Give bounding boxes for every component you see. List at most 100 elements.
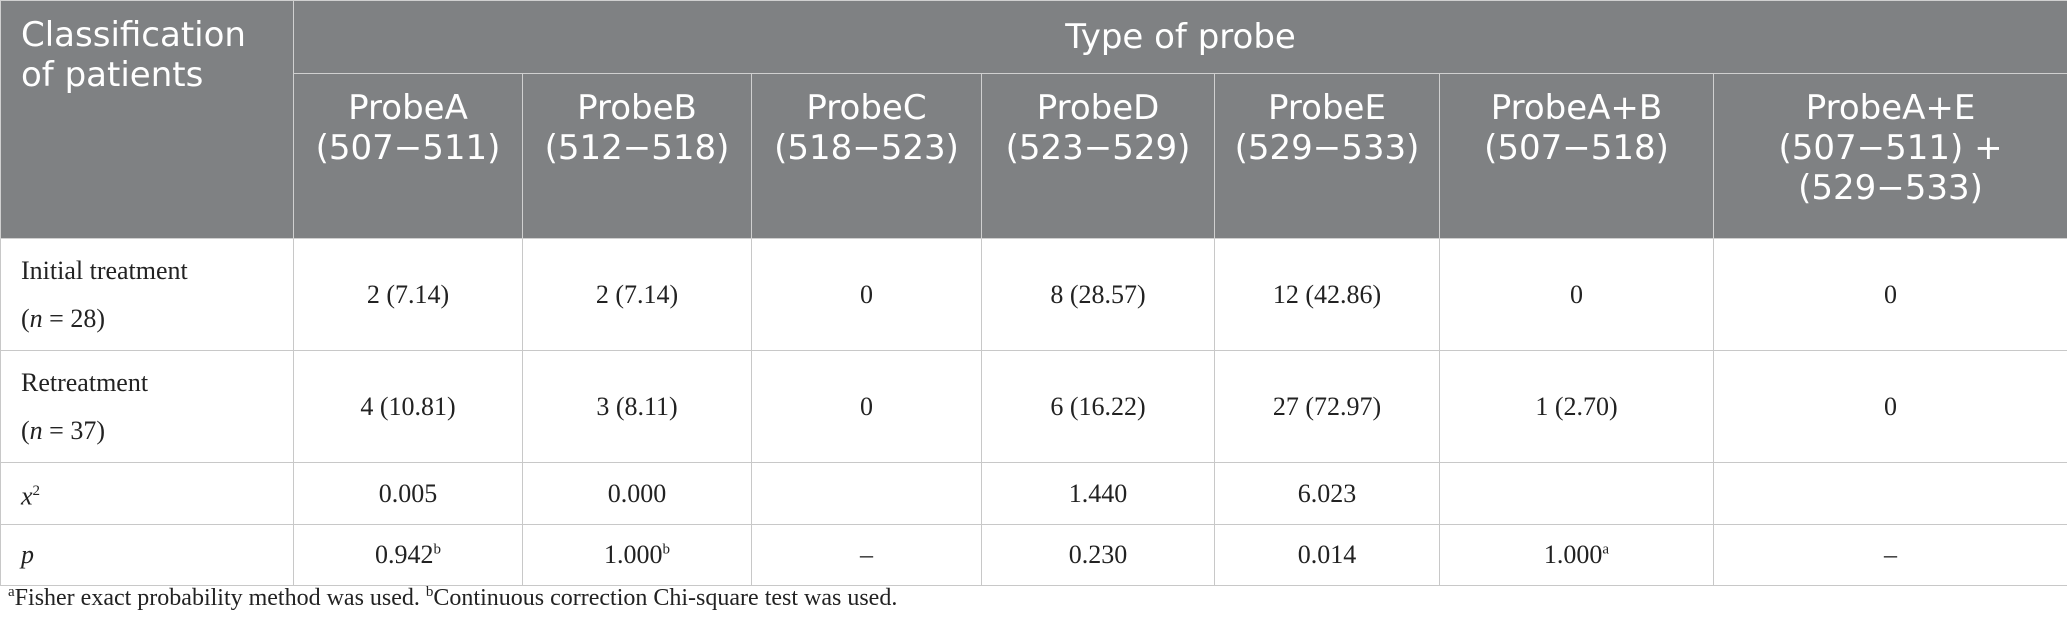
probe-range: (507−511) + (529−533) — [1778, 128, 2003, 208]
table-head: Classification of patients Type of probe… — [0, 0, 2067, 239]
table-cell: – — [1712, 524, 2067, 586]
cell-value: 0.942 — [375, 540, 434, 569]
table-cell: 0 — [751, 350, 982, 463]
cell-value: – — [1884, 540, 1898, 569]
table-cell: 0.000 — [522, 462, 752, 525]
cell-value: 0.014 — [1297, 540, 1357, 569]
table-cell: 2 (7.14) — [522, 238, 752, 351]
cell-value: 0 — [1884, 391, 1898, 421]
cell-value: 27 (72.97) — [1272, 391, 1382, 421]
cell-note: b — [433, 541, 442, 558]
table-cell: 0.230 — [981, 524, 1215, 586]
cell-value: 2 (7.14) — [595, 279, 679, 309]
row-label: p — [0, 524, 294, 586]
cell-value: 0 — [1884, 279, 1898, 309]
probe-range: (507−518) — [1484, 128, 1669, 168]
probe-range: (523−529) — [1005, 128, 1191, 168]
table-row: Retreatment (n = 37) 4 (10.81) 3 (8.11) 0 6 (… — [0, 350, 2067, 463]
row-label-text: p — [21, 540, 34, 569]
cell-value: 3 (8.11) — [596, 391, 678, 421]
table-cell: 0 — [1712, 238, 2067, 351]
row-label-text: x — [21, 481, 33, 511]
table-cell: 2 (7.14) — [293, 238, 523, 351]
cell-value: 6.023 — [1297, 478, 1357, 508]
row-count-part: ( — [21, 303, 30, 333]
footnote-mark: a — [8, 584, 15, 600]
column-header: ProbeB (512−518) — [522, 73, 752, 239]
table-cell: 1.000a — [1439, 524, 1714, 586]
cell-value: 0.230 — [1068, 540, 1128, 569]
probe-range: (529−533) — [1234, 128, 1420, 168]
cell-value: 6 (16.22) — [1050, 391, 1146, 421]
footnote-text: Continuous correction Chi-square test wa… — [433, 585, 898, 611]
table-cell: – — [751, 524, 982, 586]
cell-value: 0.005 — [378, 478, 438, 508]
cell-value: 1 (2.70) — [1535, 391, 1618, 421]
column-header: ProbeA+B (507−518) — [1439, 73, 1714, 239]
table-cell — [1439, 462, 1714, 525]
table-cell: 3 (8.11) — [522, 350, 752, 463]
row-label-text: Retreatment — [21, 367, 149, 397]
row-label: Retreatment (n = 37) — [0, 350, 294, 463]
footnote-text: Fisher exact probability method was used… — [14, 585, 426, 611]
cell-value: 1.000 — [604, 540, 663, 569]
table-cell — [751, 462, 982, 525]
cell-value: 1.000 — [1543, 540, 1603, 569]
cell-value: 8 (28.57) — [1050, 279, 1146, 309]
corner-header: Classification of patients — [0, 0, 294, 239]
table-cell: 0 — [1712, 350, 2067, 463]
cell-value: 0.000 — [607, 478, 667, 508]
table-cell: 12 (42.86) — [1214, 238, 1440, 351]
table-cell: 6.023 — [1214, 462, 1440, 525]
probe-range: (512−518) — [544, 128, 730, 168]
column-header: ProbeD (523−529) — [981, 73, 1215, 239]
column-header-row: ProbeA (507−511) ProbeB (512−518) ProbeC (518… — [1, 73, 2067, 239]
row-count-part: = 37) — [42, 415, 105, 445]
probe-name: ProbeA+B — [1490, 88, 1663, 128]
cell-note: a — [1602, 541, 1610, 558]
row-count: (n = 37) — [21, 407, 293, 455]
probe-name: ProbeA+E — [1805, 88, 1976, 128]
table-cell: 1.440 — [981, 462, 1215, 525]
table-cell: 0.005 — [293, 462, 523, 525]
probe-name: ProbeC — [806, 88, 927, 128]
row-count-part: n — [29, 303, 43, 333]
cell-value: 4 (10.81) — [360, 391, 456, 421]
table-cell: 0 — [1439, 238, 1714, 351]
table-cell: 4 (10.81) — [293, 350, 523, 463]
probe-name: ProbeB — [577, 88, 697, 128]
table-row: p 0.942b 1.000b –0.230 0.014 1.000a – — [0, 524, 2067, 586]
cell-value: 0 — [860, 391, 873, 421]
table-cell: 0.014 — [1214, 524, 1440, 586]
probe-name: ProbeE — [1268, 88, 1386, 128]
table-cell: 1.000b — [522, 524, 752, 586]
probe-range: (507−511) — [315, 128, 501, 168]
table-cell: 27 (72.97) — [1214, 350, 1440, 463]
column-header: ProbeA+E (507−511) + (529−533) — [1712, 73, 2067, 239]
probe-name: ProbeA — [348, 88, 468, 128]
probe-name: ProbeD — [1036, 88, 1160, 128]
row-label-sup: 2 — [32, 482, 41, 499]
table-body: Initial treatment (n = 28) 2 (7.14) 2 (7.14… — [0, 238, 2067, 586]
table-row: Initial treatment (n = 28) 2 (7.14) 2 (7.14… — [0, 238, 2067, 351]
probe-range: (518−523) — [774, 128, 959, 168]
row-count-part: = 28) — [42, 303, 105, 333]
table-cell: 6 (16.22) — [981, 350, 1215, 463]
footnote-mark: b — [425, 584, 434, 600]
cell-value: 2 (7.14) — [366, 279, 450, 309]
cell-value: 0 — [1570, 279, 1583, 309]
data-table: Classification of patients Type of probe… — [0, 0, 2067, 586]
column-header: ProbeC (518−523) — [751, 73, 982, 239]
table-cell: 1 (2.70) — [1439, 350, 1714, 463]
table-cell: 0 — [751, 238, 982, 351]
row-label: x2 — [0, 462, 294, 525]
cell-value: – — [860, 540, 873, 569]
cell-note: b — [662, 541, 671, 558]
cell-value: 1.440 — [1068, 478, 1128, 508]
row-label-text: Initial treatment — [21, 255, 188, 285]
table-cell: 8 (28.57) — [981, 238, 1215, 351]
cell-value: 0 — [860, 279, 873, 309]
cell-value: 12 (42.86) — [1272, 279, 1382, 309]
footnote: aFisher exact probability method was use… — [8, 584, 897, 612]
